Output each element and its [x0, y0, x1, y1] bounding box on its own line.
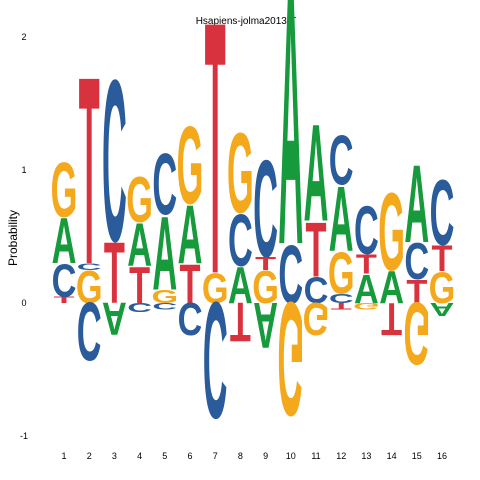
- logo-letter-T: T: [104, 224, 125, 321]
- logo-letter-T: T: [180, 253, 201, 316]
- logo-letter-A: A: [52, 204, 77, 276]
- logo-letter-G: G: [51, 147, 78, 234]
- logo-letter-A: A: [253, 289, 278, 361]
- logo-letter-G: G: [202, 266, 229, 313]
- x-tick-label: 8: [238, 451, 243, 461]
- logo-letter-C: C: [178, 293, 203, 345]
- x-tick-label: 7: [213, 451, 218, 461]
- logo-letter-C: C: [127, 300, 152, 314]
- logo-letter-T: T: [356, 249, 377, 280]
- x-tick-label: 15: [412, 451, 422, 461]
- logo-letter-G: G: [328, 241, 355, 307]
- x-tick-label: 3: [112, 451, 117, 461]
- logo-letter-T: T: [129, 257, 150, 315]
- logo-letter-C: C: [228, 200, 253, 282]
- x-tick-label: 2: [87, 451, 92, 461]
- logo-letter-A: A: [430, 299, 455, 320]
- y-tick-label: 0: [21, 298, 26, 308]
- logo-letter-C: C: [329, 121, 354, 200]
- logo-letter-A: A: [304, 97, 329, 251]
- logo-letter-T: T: [205, 0, 226, 350]
- logo-letter-C: C: [304, 270, 329, 311]
- logo-letter-A: A: [278, 0, 303, 321]
- logo-letter-G: G: [252, 261, 279, 313]
- x-tick-label: 12: [336, 451, 346, 461]
- logo-letter-C: C: [152, 135, 177, 232]
- x-tick-label: 9: [263, 451, 268, 461]
- y-axis-ticks: -1 0 1 2: [20, 32, 28, 441]
- x-tick-label: 13: [361, 451, 371, 461]
- logo-letter-T: T: [79, 22, 100, 321]
- logo-letter-T: T: [255, 253, 276, 274]
- y-axis-label: Probability: [6, 210, 20, 266]
- logo-letter-T: T: [381, 293, 402, 345]
- logo-letter-C: C: [77, 285, 102, 378]
- logo-letter-A: A: [178, 189, 203, 282]
- logo-letter-G: G: [151, 286, 178, 307]
- logo-letter-C: C: [52, 254, 77, 306]
- y-tick-label: 1: [21, 165, 26, 175]
- logo-letter-G: G: [277, 268, 304, 449]
- y-tick-label: -1: [20, 431, 28, 441]
- logo-letter-A: A: [102, 293, 127, 345]
- logo-letter-G: G: [177, 105, 204, 228]
- x-tick-label: 16: [437, 451, 447, 461]
- logo-letter-A: A: [354, 266, 379, 311]
- logo-letter-A: A: [379, 261, 404, 313]
- logo-letter-C: C: [102, 32, 127, 289]
- chart-title: Hsapiens-jolma2013-T: [196, 16, 297, 27]
- logo-letter-G: G: [303, 293, 330, 345]
- logo-letter-C: C: [430, 161, 455, 264]
- x-tick-label: 11: [311, 451, 320, 461]
- logo-letter-C: C: [203, 267, 228, 453]
- logo-letter-A: A: [329, 168, 354, 271]
- logo-letter-G: G: [353, 301, 380, 311]
- logo-letter-T: T: [230, 291, 251, 354]
- x-tick-label: 4: [137, 451, 142, 461]
- logo-letter-T: T: [432, 238, 453, 279]
- logo-letter-G: G: [429, 264, 456, 313]
- logo-letter-A: A: [404, 143, 429, 266]
- logo-letter-T: T: [331, 301, 353, 311]
- logo-letter-C: C: [77, 262, 102, 272]
- logo-letter-G: G: [76, 261, 103, 313]
- logo-letter-G: G: [403, 283, 430, 382]
- logo-letter-A: A: [152, 194, 177, 312]
- logo-letter-C: C: [354, 193, 379, 269]
- logo-letter-C: C: [152, 301, 177, 311]
- logo-letter-G: G: [126, 163, 153, 235]
- logo-letter-A: A: [127, 212, 152, 280]
- logo-letter-T: T: [54, 295, 76, 305]
- logo-letter-C: C: [404, 233, 429, 291]
- logo-letter-C: C: [278, 228, 303, 321]
- x-tick-label: 5: [162, 451, 167, 461]
- logo-letter-G: G: [227, 108, 254, 237]
- logo-letter-T: T: [406, 273, 427, 310]
- logo-letter-A: A: [228, 257, 253, 315]
- x-tick-label: 14: [387, 451, 397, 461]
- x-tick-label: 1: [61, 451, 66, 461]
- logo-letter-C: C: [253, 133, 278, 287]
- logo-letter-C: C: [329, 292, 354, 306]
- y-tick-label: 2: [21, 32, 26, 42]
- x-tick-label: 6: [187, 451, 192, 461]
- logo-letter-G: G: [378, 171, 405, 294]
- x-axis-ticks: 1 2 3 4 5 6 7 8 9 10 11 12 13 14 15 16: [61, 451, 447, 461]
- x-tick-label: 10: [286, 451, 296, 461]
- logo-letter-T: T: [306, 207, 327, 294]
